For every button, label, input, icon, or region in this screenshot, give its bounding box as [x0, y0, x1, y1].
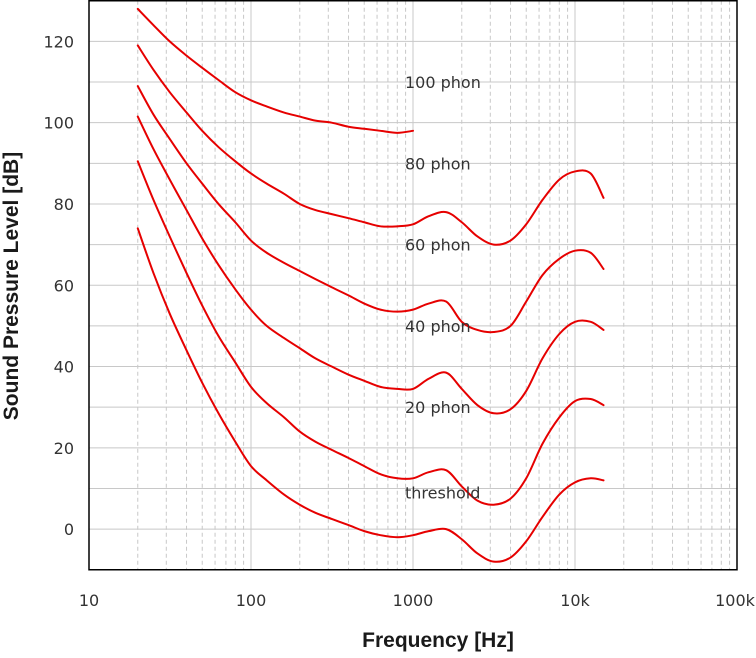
- x-axis-title: Frequency [Hz]: [362, 629, 514, 652]
- y-tick-label: 120: [43, 32, 74, 51]
- y-axis-title: Sound Pressure Level [dB]: [0, 152, 23, 420]
- y-tick-label: 80: [54, 195, 74, 214]
- y-axis-ticks: 0 20 40 60 80 100 120: [43, 32, 74, 539]
- plot-frame: [88, 0, 738, 571]
- x-tick-label: 100k: [715, 591, 756, 610]
- curve-label-100-phon: 100 phon: [405, 73, 481, 92]
- curve-20-phon: [136, 160, 605, 506]
- curve-80-phon: [136, 44, 605, 246]
- curve-60-phon: [136, 85, 605, 334]
- curve-100-phon: [136, 7, 414, 134]
- series-labels: threshold 20 phon 40 phon 60 phon 80 phon 100…: [405, 73, 481, 502]
- curve-threshold: [136, 227, 605, 563]
- curve-40-phon: [136, 115, 605, 415]
- x-tick-label: 100: [236, 591, 267, 610]
- curve-label-40-phon: 40 phon: [405, 317, 471, 336]
- x-tick-label: 10k: [560, 591, 590, 610]
- x-tick-label: 1000: [393, 591, 434, 610]
- y-tick-label: 60: [54, 276, 74, 295]
- x-axis-ticks: 10 100 1000 10k 100k: [79, 591, 756, 610]
- curve-label-20-phon: 20 phon: [405, 398, 471, 417]
- y-tick-label: 40: [54, 358, 74, 377]
- series-curves: [136, 7, 605, 563]
- y-tick-label: 0: [64, 520, 74, 539]
- y-tick-label: 20: [54, 439, 74, 458]
- y-tick-label: 100: [43, 114, 74, 133]
- curve-label-80-phon: 80 phon: [405, 154, 471, 173]
- x-tick-label: 10: [79, 591, 99, 610]
- curve-label-threshold: threshold: [405, 484, 480, 503]
- curve-label-60-phon: 60 phon: [405, 236, 471, 255]
